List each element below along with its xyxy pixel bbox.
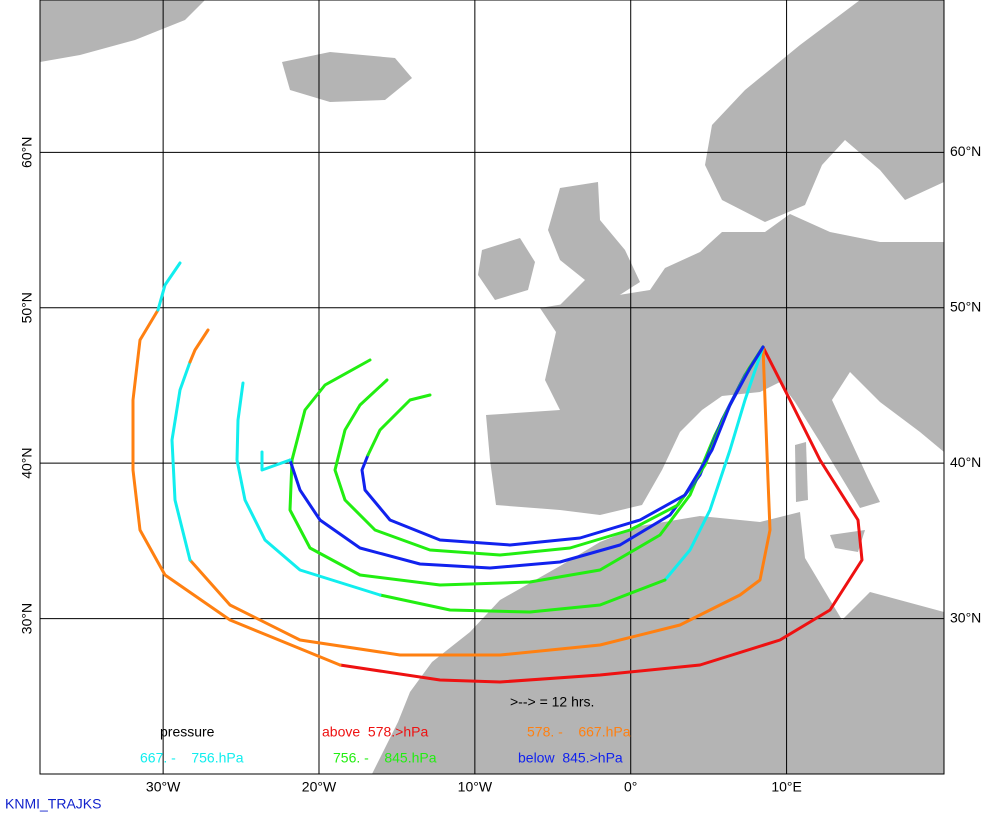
trajectory [360, 345, 765, 547]
scandinavia [705, 0, 944, 222]
trajectory [338, 345, 864, 684]
x-tick-label: 30°W [146, 779, 181, 795]
legend-title: pressure [160, 724, 215, 740]
sardinia [795, 442, 808, 502]
map-frame [39, 0, 945, 775]
x-tick-label: 0° [624, 779, 637, 795]
trajectory [366, 393, 432, 457]
trajectory [188, 345, 772, 657]
africa [372, 512, 944, 774]
legend-item: below 845.>hPa [518, 750, 623, 766]
y-tick-label: 40°N [19, 448, 35, 479]
iceland [282, 52, 412, 102]
x-tick-label: 10°W [458, 779, 493, 795]
legend-item: 578. - 667.hPa [527, 724, 631, 740]
y-tick-label: 30°N [19, 603, 35, 634]
y-tick-label: 50°N [950, 298, 981, 314]
ireland [478, 238, 535, 300]
y-tick-label: 60°N [950, 143, 981, 159]
graticule [40, 0, 944, 774]
trajectory [260, 450, 292, 472]
greenland [40, 0, 205, 62]
legend-item: 756. - 845.hPa [333, 750, 437, 766]
y-tick-label: 60°N [19, 137, 35, 168]
x-tick-label: 20°W [302, 779, 337, 795]
trajectory [156, 261, 182, 312]
legend-item: 667. - 756.hPa [140, 750, 244, 766]
x-tick-label: 10°E [771, 779, 802, 795]
axis-labels: 30°W 20°W 10°W 0° 10°E 60°N 60°N 50°N 50°N 40°N 40… [19, 137, 982, 795]
credit: KNMI_TRAJKS [5, 796, 101, 812]
trajectory [378, 578, 667, 614]
great-britain [548, 182, 640, 305]
land [40, 0, 944, 774]
trajectory [131, 308, 342, 667]
trajectory [235, 381, 382, 597]
trajectory [188, 328, 210, 364]
time-step-note: >--> = 12 hrs. [510, 694, 594, 710]
trajectory [663, 345, 765, 582]
y-tick-label: 40°N [950, 454, 981, 470]
legend-item: above 578.>hPa [322, 724, 428, 740]
sicily [830, 530, 865, 552]
trajectories [131, 261, 864, 684]
trajectory [170, 360, 192, 562]
europe [486, 214, 944, 515]
y-tick-label: 30°N [950, 609, 981, 625]
y-tick-label: 50°N [19, 292, 35, 323]
